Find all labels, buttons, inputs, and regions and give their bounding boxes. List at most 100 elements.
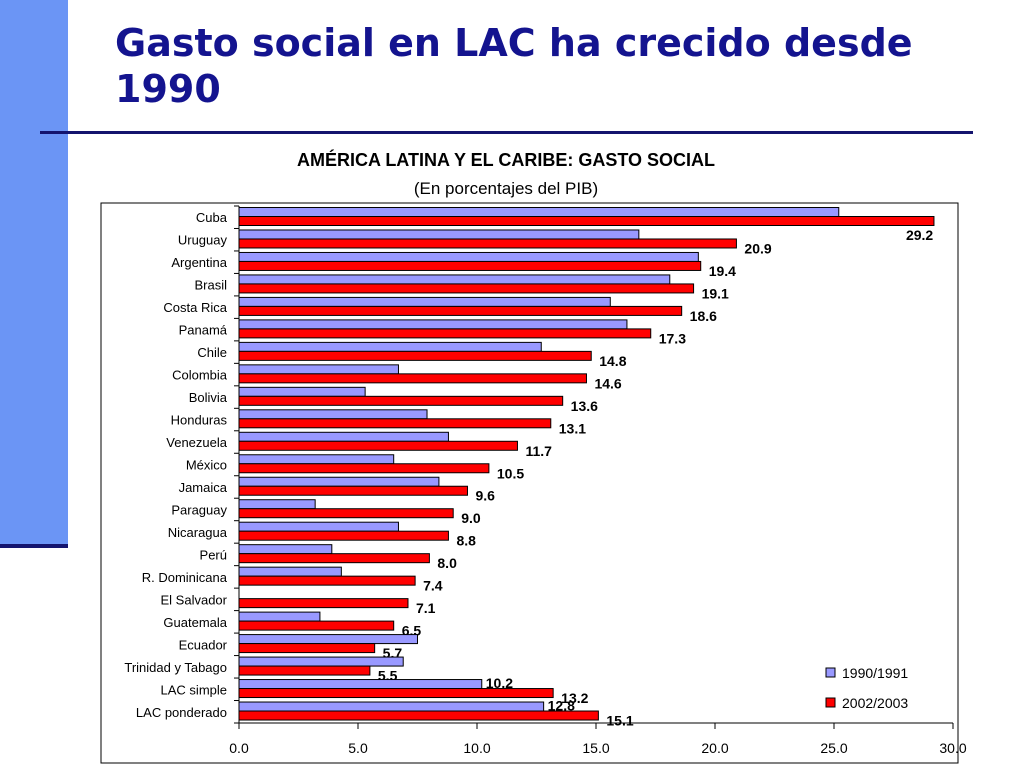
bar-1990 — [238, 229, 640, 240]
bar-1990 — [238, 319, 628, 330]
bar-2002 — [238, 373, 587, 384]
legend-label-2002: 2002/2003 — [842, 695, 908, 711]
data-label-2002: 13.2 — [561, 690, 588, 706]
data-label-2002: 8.0 — [437, 555, 457, 571]
x-tick-label: 25.0 — [820, 740, 847, 756]
data-label-2002: 20.9 — [744, 240, 771, 256]
bar-1990 — [238, 656, 404, 667]
bar-1990 — [238, 409, 428, 420]
bar-2002 — [238, 598, 409, 609]
data-label-2002: 13.1 — [559, 420, 586, 436]
chart-frame — [100, 202, 959, 764]
bar-2002 — [238, 283, 695, 294]
category-label: Jamaica — [179, 480, 228, 495]
category-label: Uruguay — [178, 233, 228, 248]
category-label: Ecuador — [179, 637, 228, 652]
bar-2002 — [238, 238, 737, 249]
bar-2002 — [238, 418, 552, 429]
category-label: Guatemala — [163, 615, 227, 630]
category-label: Chile — [197, 345, 227, 360]
data-label-2002: 11.7 — [525, 443, 552, 459]
category-label: LAC ponderado — [136, 705, 227, 720]
category-label: Honduras — [171, 413, 228, 428]
bar-2002 — [238, 440, 518, 451]
category-label: Brasil — [194, 278, 227, 293]
bar-2002 — [238, 216, 935, 226]
bar-2002 — [238, 620, 395, 631]
bar-2002 — [238, 530, 449, 541]
category-label: R. Dominicana — [142, 570, 228, 585]
bar-1990 — [238, 364, 399, 375]
bar-2002 — [238, 508, 454, 519]
data-label-1990: 12.8 — [548, 698, 575, 714]
bar-1990 — [238, 679, 483, 690]
category-label: El Salvador — [161, 592, 228, 607]
legend-swatch-2002 — [825, 697, 836, 708]
bar-1990 — [238, 454, 395, 465]
data-label-2002: 7.4 — [423, 578, 443, 594]
slide-title: Gasto social en LAC ha crecido desde 199… — [115, 21, 913, 111]
bar-1990 — [238, 341, 542, 352]
bar-1990 — [238, 386, 366, 397]
bar-2002 — [238, 260, 702, 271]
bar-1990 — [238, 521, 399, 532]
data-label-2002: 9.0 — [461, 510, 481, 526]
bar-1990 — [238, 431, 449, 442]
bar-2002 — [238, 643, 376, 654]
data-label-2002: 19.4 — [709, 263, 736, 279]
bar-1990 — [238, 544, 333, 555]
bar-2002 — [238, 665, 371, 676]
x-tick-label: 15.0 — [582, 740, 609, 756]
left-accent-rule — [0, 544, 68, 548]
bar-1990 — [238, 274, 671, 285]
data-label-2002: 10.5 — [497, 465, 524, 481]
category-label: Panamá — [179, 323, 228, 338]
category-label: Argentina — [171, 255, 227, 270]
legend-swatch-1990 — [825, 667, 836, 678]
bar-1990 — [238, 296, 611, 307]
category-label: Cuba — [196, 210, 228, 225]
x-tick-label: 0.0 — [229, 740, 249, 756]
bar-2002 — [238, 395, 564, 406]
x-tick-label: 30.0 — [939, 740, 966, 756]
category-label: Bolivia — [189, 390, 228, 405]
category-label: Colombia — [172, 368, 228, 383]
data-label-2002: 15.1 — [606, 713, 633, 729]
legend-label-1990: 1990/1991 — [842, 665, 908, 681]
category-label: Costa Rica — [163, 300, 227, 315]
bar-2002 — [238, 328, 652, 339]
bar-2002 — [238, 485, 468, 496]
data-label-2002: 29.2 — [906, 227, 933, 243]
chart-title: AMÉRICA LATINA Y EL CARIBE: GASTO SOCIAL — [296, 150, 716, 170]
bar-2002 — [238, 350, 592, 361]
bar-1990 — [238, 701, 545, 712]
bar-2002 — [238, 463, 490, 474]
bar-1990 — [238, 476, 440, 487]
title-underline — [40, 131, 973, 134]
category-label: Paraguay — [171, 502, 227, 517]
data-label-2002: 9.6 — [475, 488, 495, 504]
bar-2002 — [238, 305, 683, 316]
category-label: Venezuela — [166, 435, 227, 450]
data-label-2002: 7.1 — [416, 600, 436, 616]
bar-2002 — [238, 710, 599, 721]
bar-2002 — [238, 553, 430, 564]
data-label-2002: 17.3 — [659, 330, 686, 346]
bar-1990 — [238, 251, 699, 262]
bar-1990 — [238, 566, 342, 577]
category-label: Perú — [200, 547, 227, 562]
bar-2002 — [238, 575, 416, 586]
data-label-2002: 18.6 — [690, 308, 717, 324]
bar-1990 — [238, 207, 840, 217]
data-label-2002: 14.6 — [594, 375, 621, 391]
category-label: Nicaragua — [168, 525, 228, 540]
category-label: México — [186, 458, 227, 473]
x-tick-label: 20.0 — [701, 740, 728, 756]
chart-subtitle: (En porcentajes del PIB) — [413, 179, 599, 198]
data-label-2002: 14.8 — [599, 353, 626, 369]
bar-1990 — [238, 634, 418, 645]
category-label: Trinidad y Tabago — [124, 660, 227, 675]
left-accent-bar — [0, 0, 68, 548]
data-label-2002: 19.1 — [702, 285, 729, 301]
